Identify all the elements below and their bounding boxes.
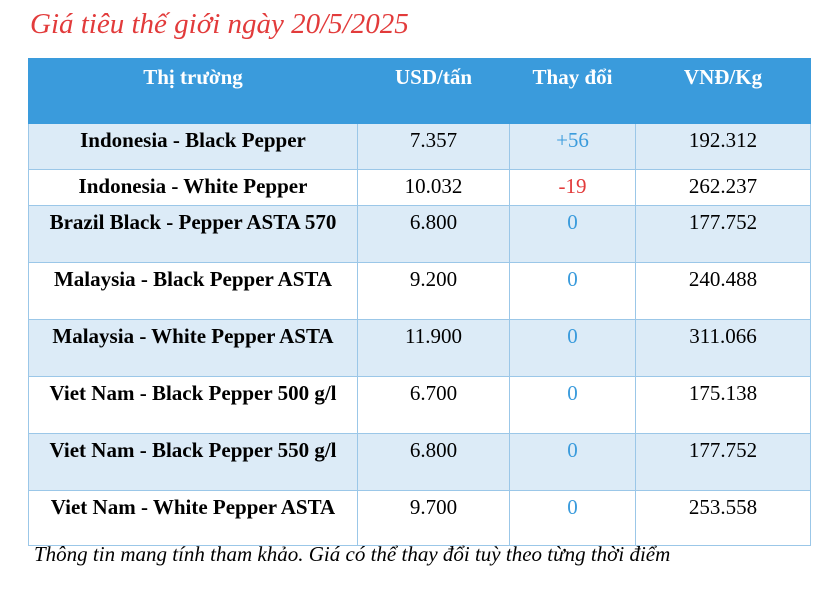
vnd-cell: 262.237 <box>635 169 811 206</box>
vnd-cell: 253.558 <box>635 490 811 546</box>
table-row: Indonesia - White Pepper 10.032 -19 262.… <box>28 169 811 206</box>
header-change: Thay đổi <box>509 58 636 124</box>
table-row: Viet Nam - White Pepper ASTA 9.700 0 253… <box>28 490 811 546</box>
market-cell: Malaysia - Black Pepper ASTA <box>28 262 358 320</box>
change-cell: 0 <box>509 433 636 491</box>
table-row: Viet Nam - Black Pepper 550 g/l 6.800 0 … <box>28 433 811 491</box>
change-cell: 0 <box>509 376 636 434</box>
change-cell: 0 <box>509 262 636 320</box>
usd-cell: 6.800 <box>357 433 510 491</box>
usd-cell: 7.357 <box>357 123 510 170</box>
market-cell: Viet Nam - Black Pepper 550 g/l <box>28 433 358 491</box>
header-market: Thị trường <box>28 58 358 124</box>
table-row: Brazil Black - Pepper ASTA 570 6.800 0 1… <box>28 205 811 263</box>
vnd-cell: 240.488 <box>635 262 811 320</box>
usd-cell: 11.900 <box>357 319 510 377</box>
market-cell: Malaysia - White Pepper ASTA <box>28 319 358 377</box>
usd-cell: 10.032 <box>357 169 510 206</box>
vnd-cell: 311.066 <box>635 319 811 377</box>
change-cell: +56 <box>509 123 636 170</box>
header-usd-per-ton: USD/tấn <box>357 58 510 124</box>
vnd-cell: 175.138 <box>635 376 811 434</box>
table-row: Malaysia - White Pepper ASTA 11.900 0 31… <box>28 319 811 377</box>
header-vnd-per-kg: VNĐ/Kg <box>635 58 811 124</box>
page-title: Giá tiêu thế giới ngày 20/5/2025 <box>30 8 409 40</box>
usd-cell: 6.800 <box>357 205 510 263</box>
market-cell: Brazil Black - Pepper ASTA 570 <box>28 205 358 263</box>
market-cell: Indonesia - Black Pepper <box>28 123 358 170</box>
table-row: Malaysia - Black Pepper ASTA 9.200 0 240… <box>28 262 811 320</box>
usd-cell: 6.700 <box>357 376 510 434</box>
table-header-row: Thị trường USD/tấn Thay đổi VNĐ/Kg <box>28 58 811 124</box>
usd-cell: 9.200 <box>357 262 510 320</box>
change-cell: 0 <box>509 490 636 546</box>
change-cell: 0 <box>509 319 636 377</box>
change-cell: 0 <box>509 205 636 263</box>
vnd-cell: 192.312 <box>635 123 811 170</box>
table-row: Viet Nam - Black Pepper 500 g/l 6.700 0 … <box>28 376 811 434</box>
change-cell: -19 <box>509 169 636 206</box>
vnd-cell: 177.752 <box>635 205 811 263</box>
table-row: Indonesia - Black Pepper 7.357 +56 192.3… <box>28 123 811 170</box>
usd-cell: 9.700 <box>357 490 510 546</box>
market-cell: Viet Nam - Black Pepper 500 g/l <box>28 376 358 434</box>
pepper-price-table: Thị trường USD/tấn Thay đổi VNĐ/Kg Indon… <box>28 58 811 546</box>
disclaimer-note: Thông tin mang tính tham khảo. Giá có th… <box>34 542 671 566</box>
market-cell: Viet Nam - White Pepper ASTA <box>28 490 358 546</box>
market-cell: Indonesia - White Pepper <box>28 169 358 206</box>
vnd-cell: 177.752 <box>635 433 811 491</box>
